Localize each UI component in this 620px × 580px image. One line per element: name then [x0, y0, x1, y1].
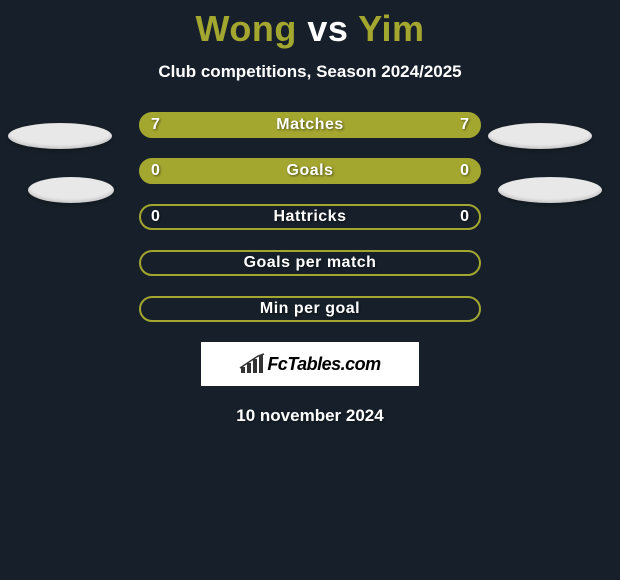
page-title: Wong vs Yim — [0, 0, 620, 50]
stat-label: Min per goal — [139, 296, 481, 322]
stat-row: Goals0 0 — [139, 158, 481, 184]
stat-row: Goals per match — [139, 250, 481, 276]
stat-left-value: 0 — [151, 158, 160, 184]
stat-label: Goals per match — [139, 250, 481, 276]
stat-right-value: 0 — [460, 158, 469, 184]
bar-chart-icon — [239, 353, 265, 375]
stat-row: Min per goal — [139, 296, 481, 322]
stat-row: Matches7 7 — [139, 112, 481, 138]
avatar-ellipse — [8, 123, 112, 149]
comparison-card: Wong vs Yim Club competitions, Season 20… — [0, 0, 620, 426]
player2-name: Yim — [358, 8, 424, 49]
stat-label: Hattricks — [139, 204, 481, 230]
subtitle: Club competitions, Season 2024/2025 — [0, 62, 620, 82]
fctables-logo: FcTables.com — [201, 342, 419, 386]
avatar-ellipse — [488, 123, 592, 149]
stat-label: Goals — [139, 158, 481, 184]
stat-row: Hattricks0 0 — [139, 204, 481, 230]
stat-label: Matches — [139, 112, 481, 138]
logo-text: FcTables.com — [267, 354, 380, 375]
stat-left-value: 7 — [151, 112, 160, 138]
vs-text: vs — [307, 8, 348, 49]
stat-left-value: 0 — [151, 204, 160, 230]
player1-name: Wong — [196, 8, 297, 49]
stat-right-value: 7 — [460, 112, 469, 138]
avatar-ellipse — [498, 177, 602, 203]
footer-date: 10 november 2024 — [0, 406, 620, 426]
avatar-ellipse — [28, 177, 114, 203]
stat-right-value: 0 — [460, 204, 469, 230]
